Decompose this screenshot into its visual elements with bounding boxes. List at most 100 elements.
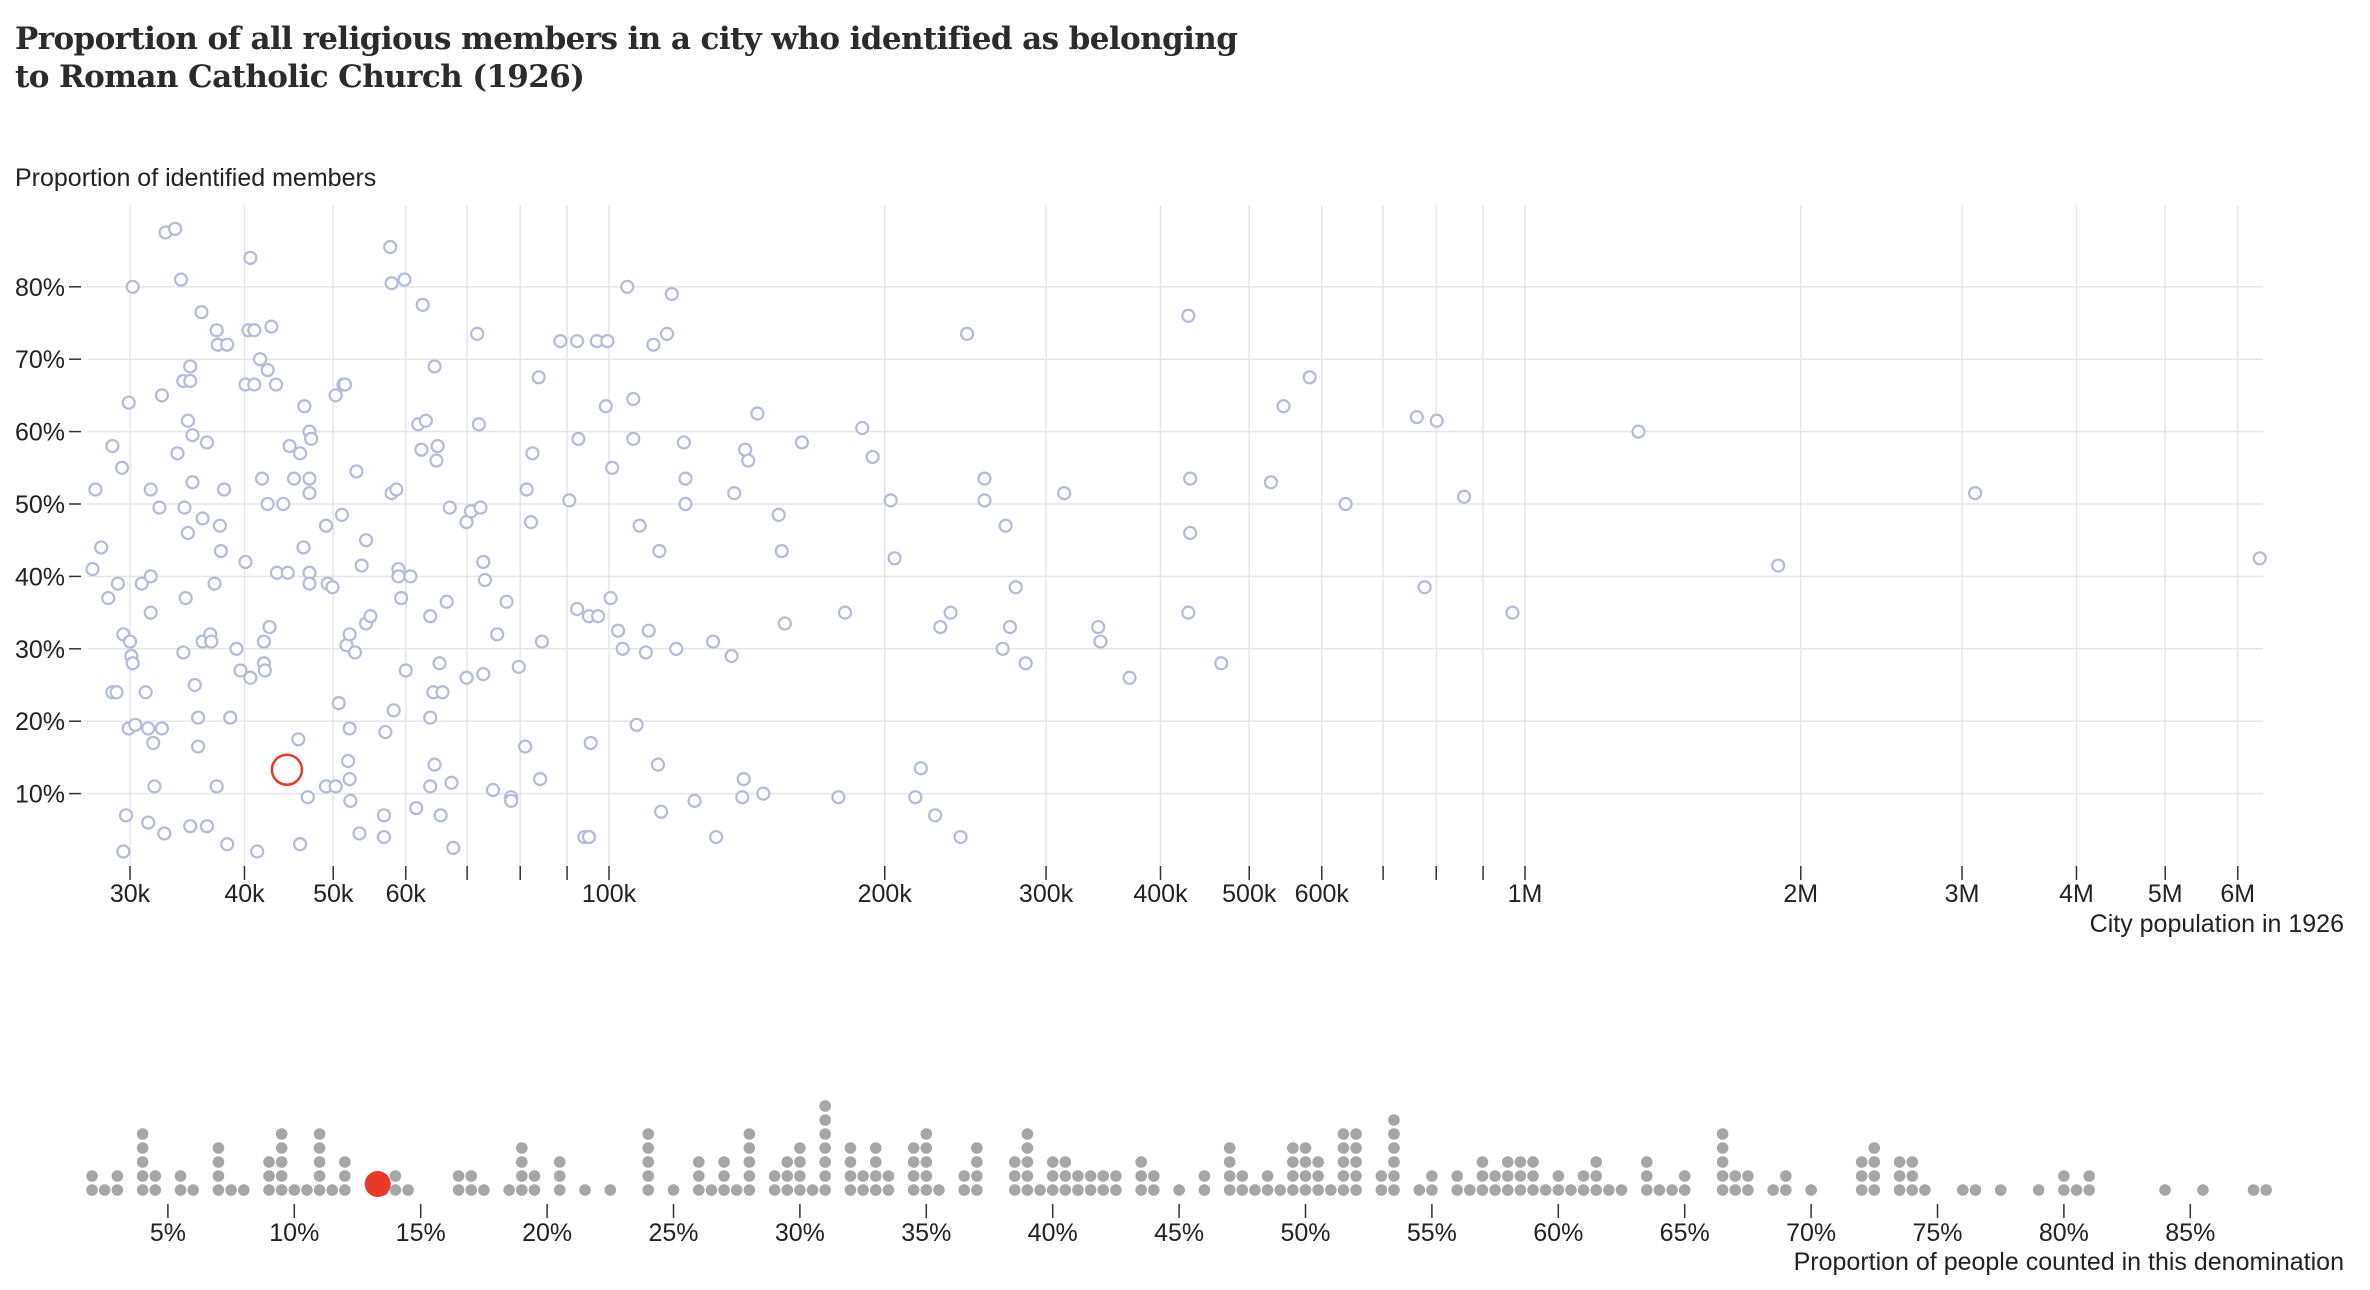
scatter-point [446,840,461,856]
x-tick-label: 3M [1945,880,1980,908]
beeswarm-dot [1780,1170,1792,1182]
scatter-point [499,594,514,609]
scatter-point [439,594,454,609]
beeswarm-dot [516,1170,528,1182]
scatter-point [147,779,162,794]
beeswarm-dot [1489,1170,1501,1182]
scatter-point [471,417,486,432]
scatter-point [397,272,412,287]
beeswarm-dot [844,1184,857,1196]
beeswarm-dot [920,1170,933,1182]
scatter-point [337,377,353,392]
beeswarm-dot [1046,1170,1059,1182]
y-tick-label: 50% [15,491,65,519]
beeswarm-dot [2070,1184,2083,1196]
beeswarm-dot [1539,1184,1552,1196]
beeswarm-dot [971,1184,983,1196]
scatter-point [777,616,792,631]
scatter-point [571,431,586,446]
scatter-point [523,514,539,530]
beeswarm-dot [1135,1184,1147,1196]
scatter-point [1456,489,1472,504]
scatter-point [409,800,424,816]
beeswarm-dot [857,1184,869,1196]
beeswarm-dot [933,1184,945,1196]
beeswarm-dot [212,1142,225,1154]
beeswarm-dot [2083,1170,2095,1182]
scatter-point [883,493,898,508]
beeswarm-dot [1501,1170,1514,1182]
scatter-point [134,576,149,591]
scatter-point [433,808,448,823]
beeswarm-dot [111,1184,124,1196]
scatter-point [185,475,200,490]
y-tick-label: 80% [15,274,65,302]
scatter-point [632,518,647,533]
x-tick-label: 4M [2059,880,2094,908]
scatter-point [995,641,1010,656]
scatter-point [1057,486,1072,501]
beeswarm-dot [1527,1170,1539,1182]
beeswarm-dot [553,1184,566,1196]
scatter-point [641,623,656,638]
beeswarm-dot [819,1170,831,1182]
scatter-point [254,471,270,486]
scatter-point [531,370,546,385]
scatter-point [855,420,870,436]
beeswarm-dot [389,1170,402,1182]
beeswarm-x-tick-label: 15% [396,1219,446,1247]
beeswarm-dot [882,1170,895,1182]
beeswarm-dot [1299,1156,1312,1168]
scatter-point [756,786,771,801]
scatter-point [297,399,312,414]
beeswarm-dot [1223,1156,1236,1168]
beeswarm-dot [1072,1170,1084,1182]
scatter-point [138,685,153,700]
scatter-point [794,435,809,450]
scatter-point [750,406,765,421]
scatter-point [423,779,438,794]
x-tick-label: 1M [1508,880,1543,908]
beeswarm-dot [1451,1184,1463,1196]
beeswarm-dot [1666,1184,1678,1196]
beeswarm-dot [1299,1184,1312,1196]
beeswarm-dot [781,1170,794,1182]
beeswarm-dot [1906,1170,1919,1182]
beeswarm-dot [1249,1184,1261,1196]
beeswarm-dot [857,1170,869,1182]
beeswarm-dot [465,1184,478,1196]
scatter-point [570,601,585,617]
beeswarm-dot [743,1184,756,1196]
beeswarm-dot [98,1184,111,1196]
scatter-point [908,790,923,805]
scatter-point [511,659,526,675]
beeswarm-dot [1312,1184,1324,1196]
scatter-point [358,533,374,548]
scatter-point [736,772,751,787]
beeswarm-dot [794,1170,806,1182]
scatter-point [264,319,279,334]
beeswarm-dot [1868,1184,1881,1196]
scatter-point [195,511,210,526]
beeswarm-dot [1413,1184,1426,1196]
beeswarm-dot [1059,1170,1072,1182]
beeswarm-dot [1008,1184,1021,1196]
scatter-point [423,710,438,725]
beeswarm-dot [1893,1156,1906,1168]
scatter-point [398,663,413,678]
scatter-point [727,486,742,501]
beeswarm-dot [1110,1170,1122,1182]
beeswarm-dot [1767,1184,1779,1196]
beeswarm-dot [1868,1142,1881,1154]
scatter-point [352,826,367,841]
scatter-point [709,829,724,845]
scatter-point [570,334,585,349]
beeswarm-dot [339,1184,351,1196]
beeswarm-dot [642,1156,655,1168]
scatter-point [1183,471,1198,486]
scatter-point [233,663,248,678]
x-tick-label: 50k [313,880,354,908]
beeswarm-x-tick-label: 70% [1786,1219,1836,1247]
beeswarm-dot [1008,1156,1021,1168]
beeswarm-dot [1173,1184,1185,1196]
